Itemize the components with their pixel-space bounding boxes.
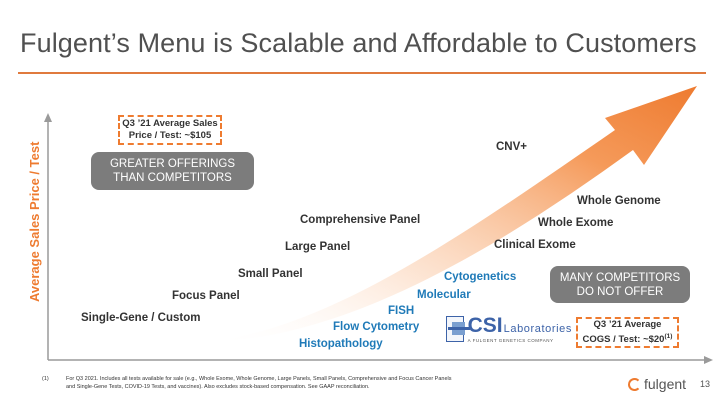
many-pill-line-2: DO NOT OFFER: [576, 285, 664, 298]
offering-histopathology: Histopathology: [299, 338, 383, 350]
x-axis-arrowhead: [704, 356, 713, 364]
offering-clinical-exome: Clinical Exome: [494, 239, 576, 251]
offering-fish: FISH: [388, 305, 415, 317]
many-pill-line-1: MANY COMPETITORS: [559, 271, 681, 284]
y-axis-label: Average Sales Price / Test: [27, 141, 42, 302]
offering-comprehensive-panel: Comprehensive Panel: [300, 214, 421, 226]
offering-flow-cytometry: Flow Cytometry: [333, 321, 420, 333]
offering-large-panel: Large Panel: [285, 241, 351, 253]
cogs-callout-line-2: COGS / Test: ~$20(1): [583, 331, 673, 346]
title-divider: [18, 72, 706, 74]
offering-single-gene: Single-Gene / Custom: [81, 312, 201, 324]
offering-focus-panel: Focus Panel: [172, 290, 240, 302]
asp-callout-line-2: Price / Test: ~$105: [128, 130, 212, 141]
page-number: 13: [700, 379, 711, 389]
growth-arrow: [205, 86, 697, 342]
greater-pill-line-2: THAN COMPETITORS: [113, 172, 232, 184]
csi-laboratories-logo: CSI Laboratories A FULGENT GENETICS COMP…: [446, 311, 572, 347]
offering-whole-exome: Whole Exome: [538, 217, 614, 229]
cogs-callout-line-1: Q3 ’21 Average: [593, 318, 662, 330]
offering-cytogenetics: Cytogenetics: [444, 271, 517, 283]
footnote-number: (1): [42, 376, 49, 382]
footnote-text: For Q3 2021. Includes all tests availabl…: [66, 376, 452, 390]
many-competitors-pill: MANY COMPETITORS DO NOT OFFER: [550, 266, 690, 303]
csi-logo-small: Laboratories: [503, 323, 572, 335]
cogs-footnote-mark: (1): [664, 332, 673, 340]
fulgent-logo-icon: [628, 377, 641, 391]
y-axis-arrowhead: [44, 113, 52, 122]
asp-callout: Q3 ’21 Average Sales Price / Test: ~$105: [118, 115, 222, 145]
offering-cnv-plus: CNV+: [496, 141, 527, 153]
slide-title: Fulgent’s Menu is Scalable and Affordabl…: [20, 28, 697, 58]
greater-pill-line-1: GREATER OFFERINGS: [109, 158, 236, 170]
fulgent-logo-text: fulgent: [644, 376, 687, 392]
offering-molecular: Molecular: [417, 289, 471, 301]
cogs-callout-value: COGS / Test: ~$20: [582, 334, 665, 346]
csi-logo-big: CSI: [467, 314, 503, 337]
fulgent-logo: fulgent: [628, 376, 686, 392]
csi-logo-tagline: A FULGENT GENETICS COMPANY: [467, 338, 554, 343]
cogs-callout: Q3 ’21 Average COGS / Test: ~$20(1): [576, 317, 679, 348]
csi-logo-mark-icon: [446, 316, 470, 342]
asp-callout-line-1: Q3 ’21 Average Sales: [122, 118, 218, 129]
offering-small-panel: Small Panel: [238, 268, 303, 280]
offering-whole-genome: Whole Genome: [577, 195, 661, 207]
greater-offerings-pill: GREATER OFFERINGS THAN COMPETITORS: [91, 152, 254, 190]
